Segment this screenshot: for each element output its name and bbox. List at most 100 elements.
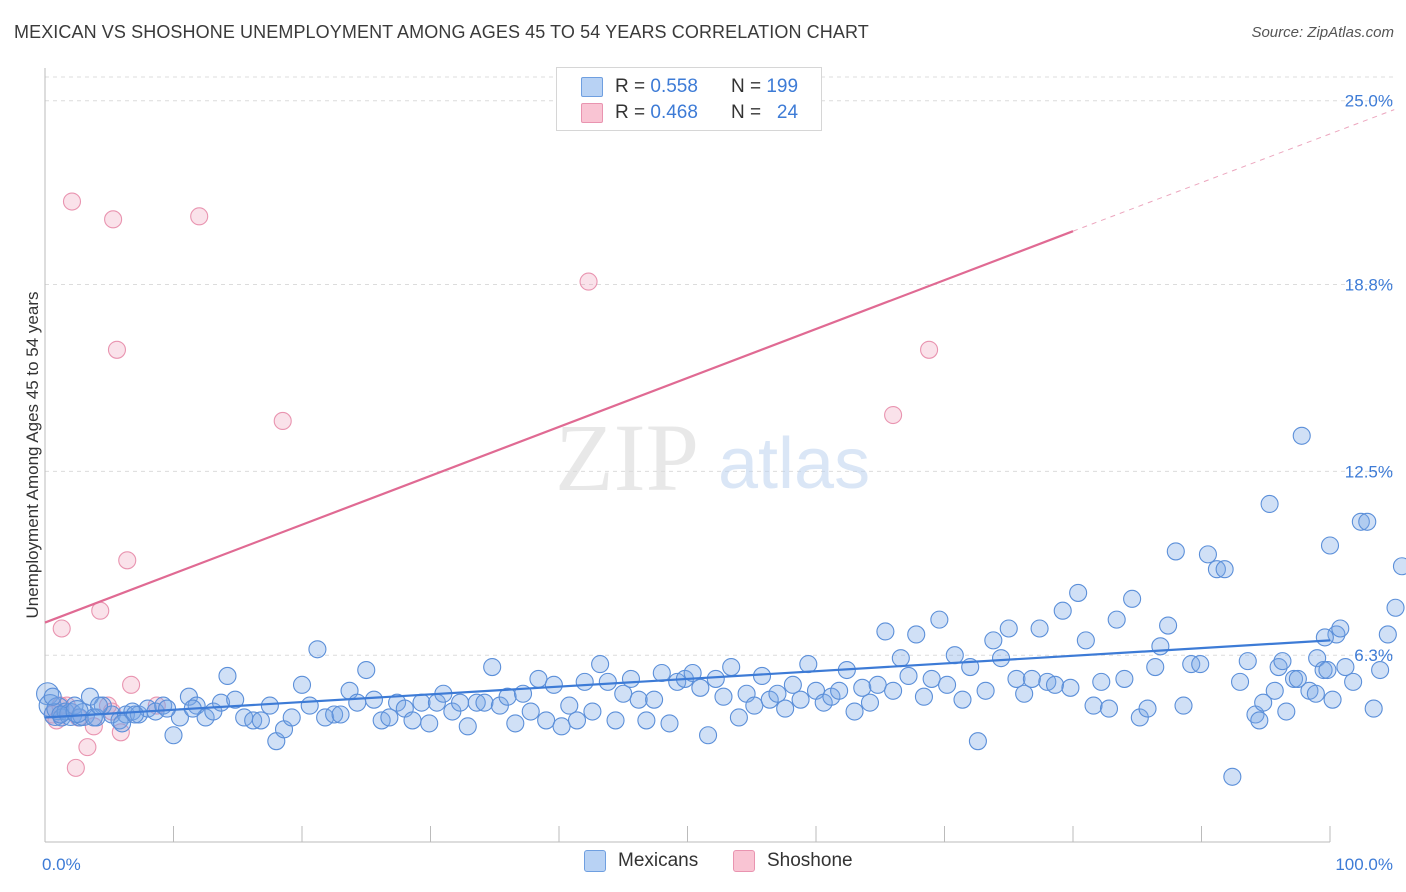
mexicans-point bbox=[699, 726, 718, 745]
mexicans-point bbox=[1364, 699, 1383, 718]
mexicans-point bbox=[984, 631, 1003, 650]
mexicans-point bbox=[1092, 672, 1111, 691]
mexicans-point bbox=[660, 714, 679, 733]
mexicans-point bbox=[606, 711, 625, 730]
legend-swatch-shoshone bbox=[581, 103, 603, 123]
legend-swatch-mexicans bbox=[584, 850, 606, 872]
mexicans-point bbox=[403, 711, 422, 730]
mexicans-point bbox=[1260, 494, 1279, 514]
legend-row-shoshone: R = 0.468 N = 24 bbox=[581, 100, 798, 126]
mexicans-point bbox=[1151, 637, 1170, 656]
mexicans-point bbox=[244, 711, 263, 730]
mexicans-point bbox=[164, 726, 183, 745]
mexicans-point bbox=[598, 672, 617, 691]
mexicans-point bbox=[1198, 545, 1217, 564]
mexicans-point bbox=[722, 658, 741, 677]
mexicans-point bbox=[776, 699, 795, 718]
mexicans-point bbox=[830, 681, 849, 700]
watermark: ZIP atlas bbox=[555, 404, 870, 511]
mexicans-point bbox=[113, 714, 132, 733]
mexicans-points bbox=[36, 426, 1406, 786]
mexicans-point bbox=[752, 666, 772, 686]
mexicans-point bbox=[860, 693, 880, 712]
legend-item-shoshone[interactable]: Shoshone bbox=[733, 850, 853, 872]
shoshone-point bbox=[273, 411, 292, 431]
mexicans-point bbox=[529, 669, 548, 688]
mexicans-point bbox=[575, 672, 594, 691]
mexicans-point bbox=[791, 690, 810, 709]
mexicans-point bbox=[1336, 658, 1355, 677]
mexicans-point bbox=[1022, 669, 1041, 688]
mexicans-point bbox=[1045, 675, 1065, 694]
mexicans-point bbox=[300, 696, 319, 715]
mexicans-point bbox=[1138, 699, 1157, 718]
mexicans-point bbox=[1314, 660, 1333, 680]
mexicans-point bbox=[683, 663, 702, 683]
legend-item-mexicans[interactable]: Mexicans bbox=[584, 850, 698, 872]
axes bbox=[44, 68, 1331, 843]
legend-row-mexicans: R = 0.558 N = 199 bbox=[581, 74, 798, 100]
mexicans-point bbox=[1166, 542, 1185, 561]
mexicans-point bbox=[1223, 767, 1242, 786]
mexicans-point bbox=[226, 690, 245, 709]
mexicans-point bbox=[583, 702, 602, 721]
legend-swatch-mexicans bbox=[581, 77, 603, 97]
x-tick-labels: 0.0% 100.0% bbox=[42, 855, 1393, 874]
mexicans-point bbox=[1159, 616, 1178, 635]
mexicans-point bbox=[1107, 610, 1126, 629]
legend-swatch-shoshone bbox=[733, 850, 755, 872]
mexicans-point bbox=[1315, 628, 1334, 647]
mexicans-point bbox=[691, 678, 710, 697]
mexicans-point bbox=[567, 711, 587, 730]
mexicans-point bbox=[89, 696, 109, 715]
mexicans-point bbox=[1191, 655, 1210, 674]
mexicans-point bbox=[745, 696, 764, 715]
mexicans-point bbox=[914, 687, 933, 706]
shoshone-point bbox=[66, 758, 85, 777]
mexicans-point bbox=[251, 711, 270, 730]
shoshone-trend-extension bbox=[1072, 109, 1395, 232]
mexicans-point bbox=[1351, 512, 1370, 531]
mexicans-point bbox=[768, 684, 787, 703]
mexicans-point bbox=[645, 690, 664, 709]
mexicans-point bbox=[1215, 560, 1234, 579]
mexicans-point bbox=[1386, 598, 1405, 617]
mexicans-point bbox=[907, 625, 926, 644]
mexicans-point bbox=[1084, 696, 1103, 715]
mexicans-point bbox=[420, 714, 439, 733]
mexicans-point bbox=[629, 690, 648, 709]
mexicans-point bbox=[1292, 426, 1311, 445]
mexicans-point bbox=[1174, 696, 1193, 715]
mexicans-point bbox=[51, 705, 70, 724]
chart-title: MEXICAN VS SHOSHONE UNEMPLOYMENT AMONG A… bbox=[14, 22, 869, 42]
mexicans-point bbox=[868, 675, 887, 694]
legend-n-value: 199 bbox=[766, 76, 799, 97]
y-tick-label: 12.5% bbox=[1345, 462, 1393, 481]
shoshone-point bbox=[190, 207, 209, 226]
mexicans-point bbox=[1318, 660, 1337, 680]
legend-r-label: R = bbox=[615, 102, 646, 123]
mexicans-point bbox=[1076, 631, 1095, 650]
source-credit: Source: ZipAtlas.com bbox=[1251, 24, 1394, 41]
mexicans-point bbox=[1123, 589, 1142, 608]
mexicans-point bbox=[260, 696, 279, 715]
y-tick-label: 18.8% bbox=[1345, 276, 1393, 295]
mexicans-point bbox=[1378, 625, 1397, 644]
y-tick-label: 25.0% bbox=[1345, 92, 1393, 111]
mexicans-point bbox=[357, 660, 376, 680]
mexicans-point bbox=[1015, 684, 1034, 703]
mexicans-point bbox=[380, 708, 399, 727]
mexicans-point bbox=[498, 687, 517, 706]
x-tick-label: 0.0% bbox=[42, 855, 81, 874]
mexicans-point bbox=[1069, 583, 1088, 602]
shoshone-point bbox=[52, 619, 71, 638]
shoshone-point bbox=[104, 210, 123, 229]
shoshone-point bbox=[62, 192, 82, 211]
mexicans-point bbox=[1358, 512, 1377, 531]
y-axis-label: Unemployment Among Ages 45 to 54 years bbox=[23, 292, 42, 619]
mexicans-point bbox=[1254, 693, 1273, 712]
legend-n-value: 24 bbox=[776, 102, 799, 123]
mexicans-point bbox=[1238, 652, 1257, 671]
mexicans-point bbox=[1344, 672, 1363, 691]
shoshone-point bbox=[78, 738, 97, 757]
